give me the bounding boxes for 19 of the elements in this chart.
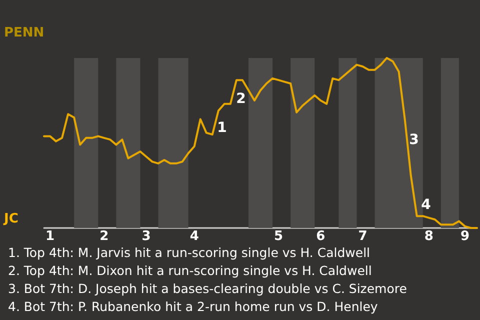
x-tick-label: 4 — [190, 229, 199, 244]
text: PENN — [4, 26, 44, 40]
x-tick-label: 5 — [274, 229, 284, 244]
x-tick-label: 9 — [460, 229, 470, 244]
x-tick-label: 8 — [424, 229, 434, 244]
text: 3. Bot 7th: D. Joseph hit a bases-clearing double vs C. Sizemore — [8, 281, 408, 296]
annotation: 1 — [217, 120, 227, 136]
text: JC — [3, 212, 18, 226]
x-tick-label: 2 — [100, 229, 109, 244]
x-tick-label: 1 — [45, 229, 55, 244]
x-tick-label: 3 — [142, 229, 151, 244]
x-tick-label: 6 — [316, 229, 326, 244]
text: 1. Top 4th: M. Jarvis hit a run-scoring single vs H. Caldwell — [8, 245, 370, 260]
annotation: 3 — [409, 132, 419, 148]
annotation: 4 — [421, 197, 432, 213]
text: 4. Bot 7th: P. Rubanenko hit a 2-run home run vs D. Henley — [8, 299, 378, 314]
annotation: 2 — [236, 91, 246, 107]
text: 2. Top 4th: M. Dixon hit a run-scoring single vs H. Caldwell — [8, 263, 372, 278]
x-tick-label: 7 — [358, 229, 368, 244]
